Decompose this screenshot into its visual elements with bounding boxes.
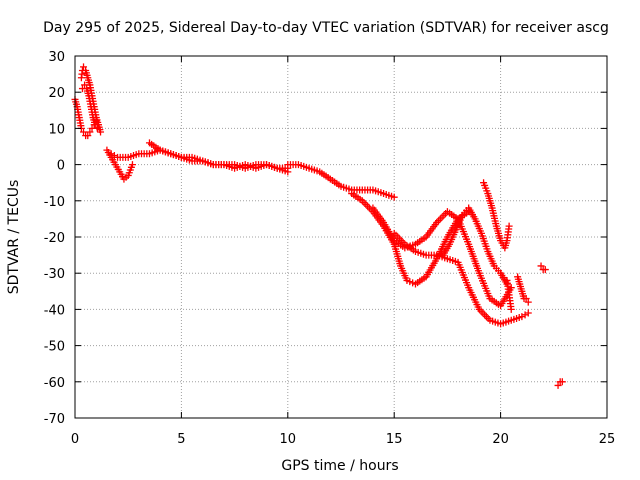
series-band-10-15h — [284, 161, 398, 201]
data-point — [97, 128, 105, 136]
data-point — [537, 262, 545, 270]
y-tick-label: -10 — [44, 195, 65, 210]
data-point — [524, 309, 532, 317]
data-point — [507, 305, 515, 313]
data-point — [93, 124, 101, 132]
y-tick-label: 30 — [48, 50, 65, 65]
series-late-tail-22h — [537, 262, 549, 274]
series-dip-2h — [103, 146, 136, 183]
data-point — [81, 81, 89, 89]
series-band-2-10h-b — [145, 139, 292, 172]
series-late-spike-19-20h — [480, 179, 513, 252]
plot-frame — [74, 55, 608, 419]
series-branch-D — [439, 204, 511, 288]
series-mid-marker-20h — [503, 276, 515, 313]
series-early-peak-b — [78, 81, 101, 132]
x-tick-label: 20 — [492, 432, 509, 447]
data-point — [505, 222, 513, 230]
series-branch-C — [390, 229, 532, 328]
y-axis-label: SDTVAR / TECUs — [6, 180, 22, 295]
data-point — [541, 266, 549, 274]
data-point — [390, 193, 398, 201]
x-tick-label: 15 — [386, 432, 403, 447]
data-points — [71, 63, 566, 389]
y-tick-label: -30 — [44, 267, 65, 282]
y-tick-label: 20 — [48, 86, 65, 101]
y-axis-ticks: 30 20 10 0 -10 -20 -30 -40 -50 -60 -70 — [44, 50, 607, 427]
y-tick-label: -70 — [44, 412, 65, 427]
x-tick-label: 0 — [71, 432, 79, 447]
data-point — [558, 378, 566, 386]
series-late-tail-23h — [554, 378, 566, 389]
y-tick-label: -40 — [44, 303, 65, 318]
y-tick-label: -60 — [44, 376, 65, 391]
data-point — [522, 295, 530, 303]
x-tick-label: 10 — [280, 432, 297, 447]
y-tick-label: 10 — [48, 122, 65, 137]
x-tick-label: 25 — [599, 432, 616, 447]
y-tick-label: 0 — [57, 159, 65, 174]
data-point — [128, 161, 136, 169]
grid-lines — [75, 56, 607, 418]
y-tick-label: -50 — [44, 340, 65, 355]
x-axis-ticks: 0 5 10 15 20 25 — [71, 56, 615, 447]
series-late-tail-21h — [514, 273, 532, 306]
data-point — [91, 121, 99, 129]
data-point — [86, 128, 94, 136]
x-axis-label: GPS time / hours — [281, 458, 398, 474]
data-point — [80, 128, 88, 136]
data-point — [80, 63, 88, 71]
data-point — [84, 132, 92, 140]
x-tick-label: 5 — [177, 432, 185, 447]
chart-title: Day 295 of 2025, Sidereal Day-to-day VTE… — [43, 20, 609, 36]
data-point — [554, 381, 562, 389]
y-tick-label: -20 — [44, 231, 65, 246]
data-point — [524, 298, 532, 306]
